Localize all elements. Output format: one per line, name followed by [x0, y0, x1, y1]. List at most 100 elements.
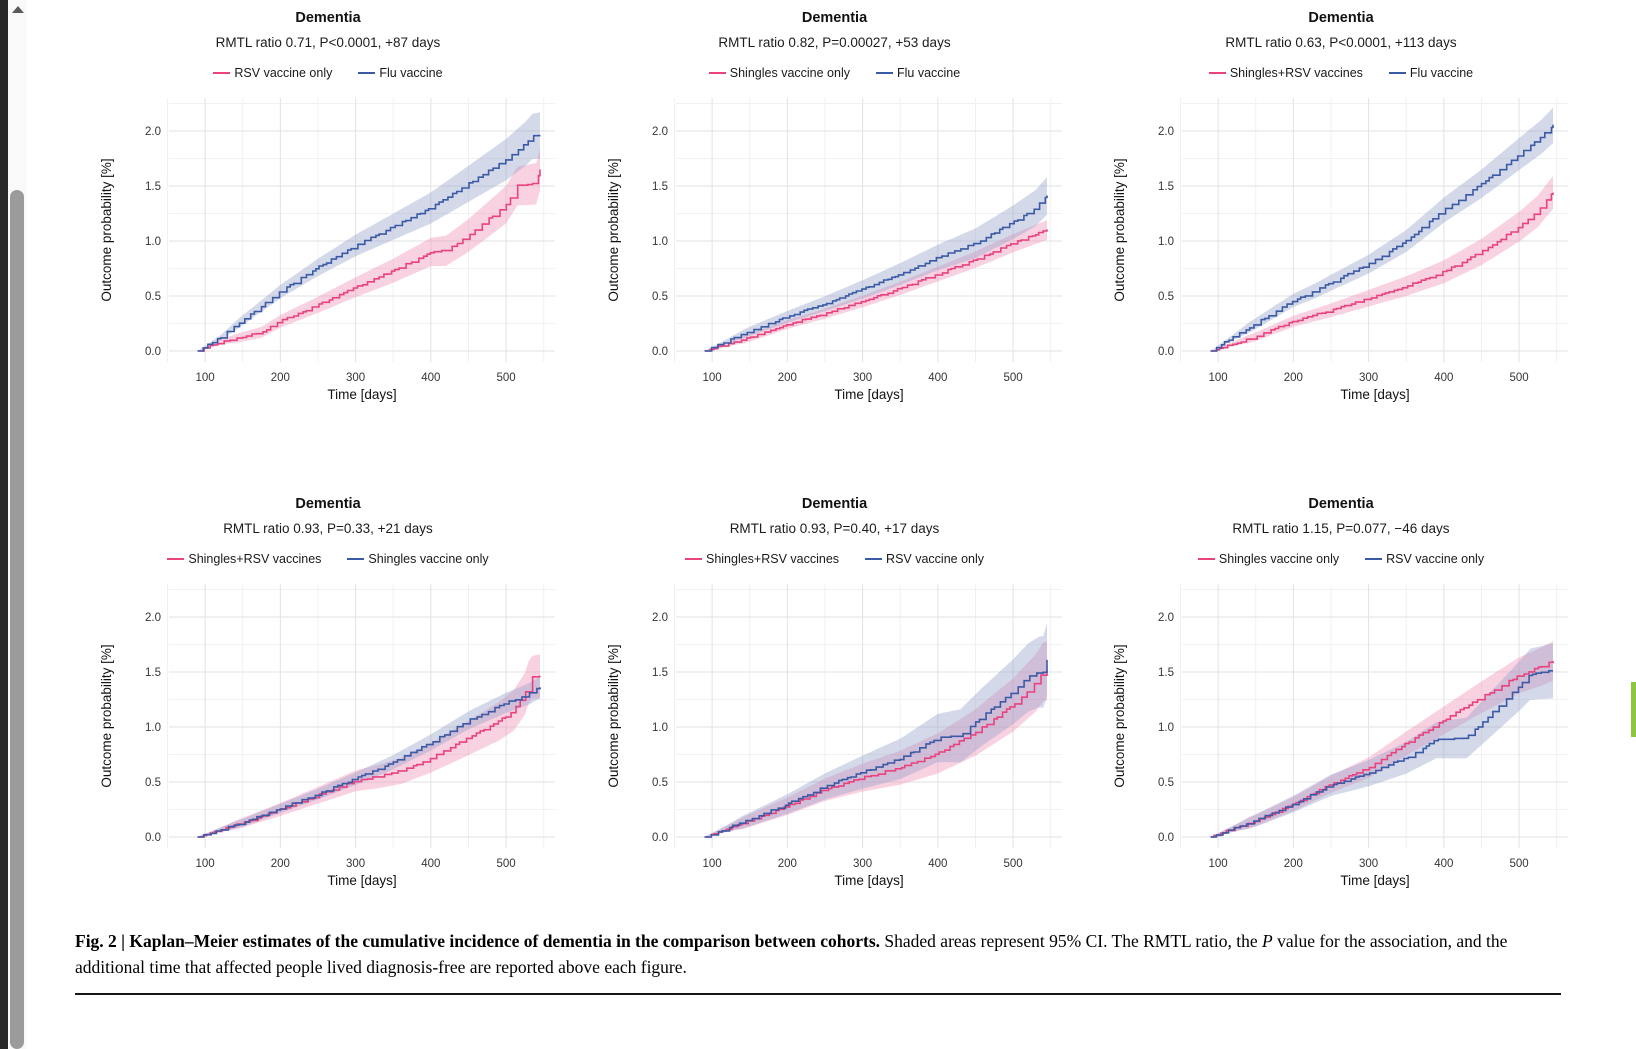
chart-legend: Shingles+RSV vaccines RSV vaccine only [600, 552, 1070, 566]
chart-subtitle: RMTL ratio 0.82, P=0.00027, +53 days [718, 35, 951, 50]
km-figure-bottom-right: Dementia RMTL ratio 1.15, P=0.077, −46 d… [1106, 492, 1576, 902]
km-plot: 0.0 0.5 1.0 1.5 2.0 100 200 300 400 500 Time [days… [99, 584, 555, 888]
legend-line-swatch [347, 558, 365, 560]
svg-text:0.0: 0.0 [652, 346, 668, 358]
km-figure-top-middle: Dementia RMTL ratio 0.82, P=0.00027, +53… [600, 6, 1070, 416]
svg-text:300: 300 [1359, 858, 1378, 870]
chart-subtitle: RMTL ratio 0.93, P=0.33, +21 days [223, 521, 433, 536]
vertical-scrollbar[interactable] [8, 0, 28, 1049]
km-plot: 0.0 0.5 1.0 1.5 2.0 100 200 300 400 500 Time [days… [1112, 98, 1568, 402]
km-plot: 0.0 0.5 1.0 1.5 2.0 100 200 300 400 500 Time [days… [1112, 584, 1568, 888]
legend-line-swatch [875, 72, 893, 74]
svg-text:200: 200 [777, 372, 796, 384]
legend-label: Flu vaccine [1409, 66, 1474, 80]
svg-text:0.5: 0.5 [145, 291, 161, 303]
km-figure-top-right: Dementia RMTL ratio 0.63, P<0.0001, +113… [1106, 6, 1576, 416]
svg-text:1.0: 1.0 [652, 236, 668, 248]
svg-text:2.0: 2.0 [145, 612, 161, 624]
km-figure-top-left: Dementia RMTL ratio 0.71, P<0.0001, +87 … [93, 6, 563, 416]
svg-text:0.0: 0.0 [1158, 346, 1174, 358]
svg-text:500: 500 [1509, 858, 1528, 870]
legend-label: Flu vaccine [896, 66, 961, 80]
svg-text:2.0: 2.0 [652, 612, 668, 624]
svg-text:100: 100 [196, 858, 215, 870]
km-figure-bottom-middle: Dementia RMTL ratio 0.93, P=0.40, +17 da… [600, 492, 1070, 902]
legend-line-swatch [684, 558, 702, 560]
svg-text:100: 100 [1209, 858, 1228, 870]
caption-divider-rule [75, 992, 1561, 995]
svg-text:500: 500 [1509, 372, 1528, 384]
svg-text:500: 500 [1003, 858, 1022, 870]
scrollbar-thumb[interactable] [10, 190, 24, 1049]
chart-subtitle: RMTL ratio 1.15, P=0.077, −46 days [1232, 521, 1450, 536]
svg-text:500: 500 [496, 858, 515, 870]
scroll-up-button[interactable] [8, 0, 27, 18]
svg-text:Time [days]: Time [days] [834, 387, 903, 402]
legend-item: Shingles+RSV vaccines [1208, 66, 1363, 80]
svg-text:0.5: 0.5 [1158, 291, 1174, 303]
legend-label: Shingles vaccine only [1218, 552, 1340, 566]
legend-item: Shingles vaccine only [347, 552, 489, 566]
svg-text:0.0: 0.0 [145, 346, 161, 358]
svg-text:Outcome probability [%]: Outcome probability [%] [99, 158, 114, 301]
legend-item: Shingles vaccine only [708, 66, 850, 80]
svg-text:0.5: 0.5 [652, 777, 668, 789]
svg-text:200: 200 [271, 372, 290, 384]
svg-text:500: 500 [1003, 372, 1022, 384]
svg-text:100: 100 [1209, 372, 1228, 384]
svg-text:Time [days]: Time [days] [834, 873, 903, 888]
document-page: Dementia RMTL ratio 0.71, P<0.0001, +87 … [27, 0, 1636, 1049]
svg-text:1.5: 1.5 [1158, 181, 1174, 193]
svg-text:0.5: 0.5 [652, 291, 668, 303]
caption-bold-lead: Fig. 2 | Kaplan–Meier estimates of the c… [75, 931, 881, 951]
chart-title: Dementia [1308, 10, 1374, 26]
scroll-position-marker [1631, 682, 1636, 737]
svg-text:Time [days]: Time [days] [327, 387, 396, 402]
chart-title: Dementia [295, 496, 361, 512]
caption-text-2: value for the association, and the addit… [75, 931, 1508, 978]
legend-label: RSV vaccine only [886, 552, 985, 566]
svg-text:300: 300 [346, 858, 365, 870]
svg-text:1.5: 1.5 [1158, 667, 1174, 679]
svg-text:100: 100 [702, 372, 721, 384]
chart-title: Dementia [295, 10, 361, 26]
legend-line-swatch [865, 558, 883, 560]
chart-title: Dementia [801, 10, 868, 26]
km-plot: 0.0 0.5 1.0 1.5 2.0 100 200 300 400 500 Time [days… [606, 584, 1062, 888]
svg-text:500: 500 [496, 372, 515, 384]
legend-line-swatch [358, 72, 376, 74]
legend-line-swatch [1388, 72, 1406, 74]
chart-title: Dementia [1308, 496, 1374, 512]
legend-label: RSV vaccine only [1386, 552, 1485, 566]
legend-label: Flu vaccine [379, 66, 443, 80]
chart-subtitle: RMTL ratio 0.93, P=0.40, +17 days [729, 521, 940, 536]
svg-text:0.0: 0.0 [1158, 832, 1174, 844]
legend-item: RSV vaccine only [1365, 552, 1484, 566]
svg-text:0.0: 0.0 [652, 832, 668, 844]
legend-label: Shingles+RSV vaccines [188, 552, 322, 566]
chart-legend: Shingles+RSV vaccines Shingles vaccine o… [93, 552, 563, 566]
svg-text:200: 200 [777, 858, 796, 870]
legend-line-swatch [213, 72, 231, 74]
svg-text:2.0: 2.0 [145, 126, 161, 138]
legend-label: RSV vaccine only [234, 66, 333, 80]
svg-text:400: 400 [1434, 372, 1453, 384]
svg-text:Time [days]: Time [days] [1340, 387, 1409, 402]
svg-text:1.0: 1.0 [652, 722, 668, 734]
legend-item: Flu vaccine [875, 66, 961, 80]
legend-line-swatch [1208, 72, 1226, 74]
svg-text:1.5: 1.5 [652, 181, 668, 193]
chart-subtitle: RMTL ratio 0.63, P<0.0001, +113 days [1225, 35, 1457, 50]
svg-text:300: 300 [346, 372, 365, 384]
svg-text:2.0: 2.0 [652, 126, 668, 138]
up-arrow-icon [11, 5, 24, 13]
svg-text:1.0: 1.0 [1158, 236, 1174, 248]
svg-text:100: 100 [196, 372, 215, 384]
svg-text:200: 200 [1284, 858, 1303, 870]
chart-legend: Shingles vaccine only Flu vaccine [600, 66, 1070, 80]
legend-label: Shingles+RSV vaccines [1229, 66, 1363, 80]
svg-text:Time [days]: Time [days] [1340, 873, 1409, 888]
chart-title: Dementia [801, 496, 868, 512]
caption-italic-p: P [1262, 931, 1273, 951]
